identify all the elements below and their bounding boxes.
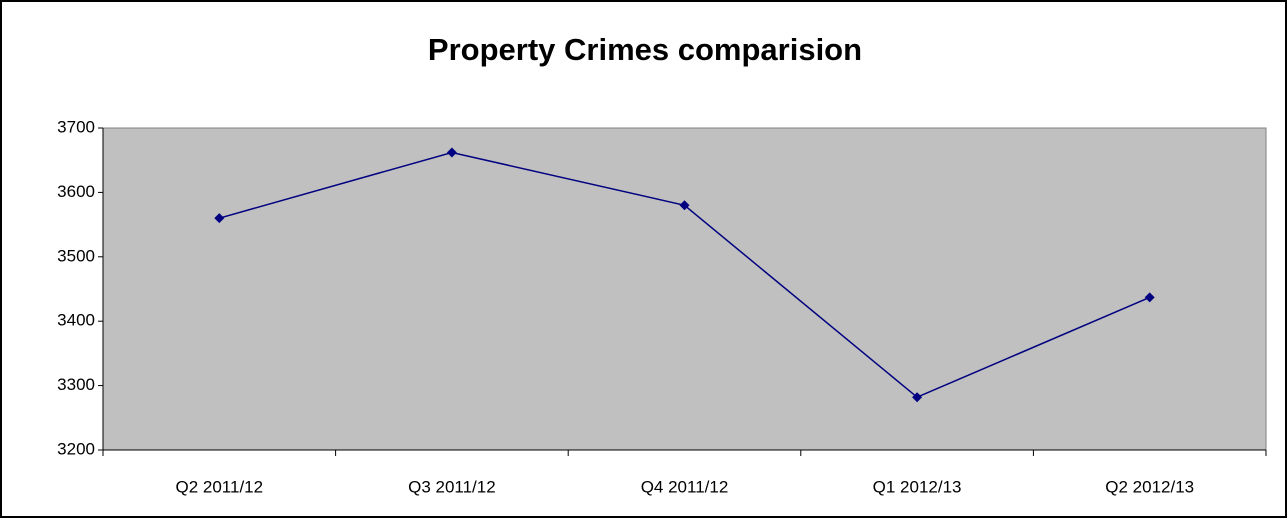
data-point [1144,292,1155,303]
y-tick-label: 3200 [57,439,95,458]
data-point [446,147,457,158]
x-tick-label: Q3 2011/12 [408,477,496,496]
y-tick-label: 3700 [57,117,95,136]
data-point [912,392,923,403]
y-tick-label: 3300 [57,375,95,394]
x-tick-label: Q1 2012/13 [873,477,962,496]
x-tick-label: Q4 2011/12 [641,477,729,496]
y-tick-label: 3500 [57,246,95,265]
chart-title: Property Crimes comparision [428,32,862,67]
y-tick-label: 3600 [57,182,95,201]
x-tick-label: Q2 2011/12 [176,477,264,496]
data-point [214,213,225,224]
x-tick-label: Q2 2012/13 [1105,477,1194,496]
data-point [679,200,690,211]
plot-area [102,127,1267,451]
y-tick-label: 3400 [57,311,95,330]
